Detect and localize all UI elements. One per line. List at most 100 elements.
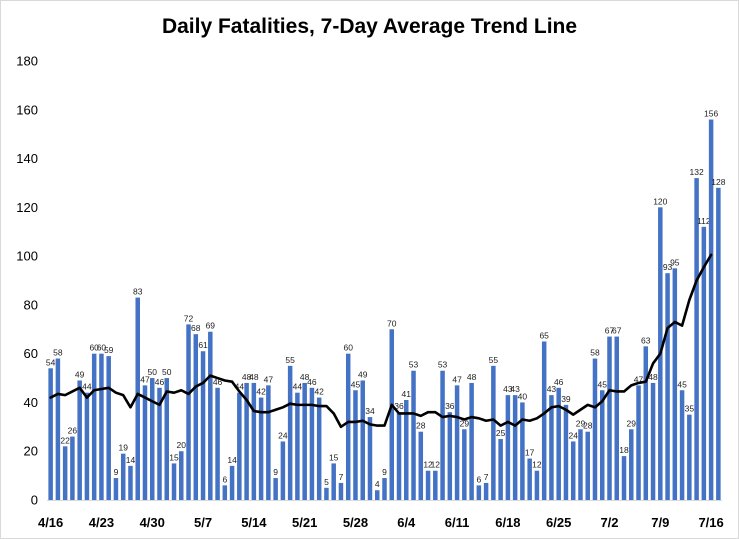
- bar-data-label: 29: [576, 418, 586, 428]
- y-tick-label: 60: [24, 346, 38, 361]
- bar-data-label: 47: [140, 374, 150, 384]
- bar: [462, 429, 467, 500]
- bar-data-label: 58: [53, 348, 63, 358]
- bar: [200, 351, 206, 500]
- bar: [708, 119, 714, 500]
- bar: [135, 297, 140, 500]
- bar-data-label: 43: [510, 384, 520, 394]
- bar-data-label: 120: [653, 196, 667, 206]
- bar: [440, 370, 445, 500]
- bar: [273, 478, 278, 500]
- bar-data-label: 14: [126, 455, 136, 465]
- bar: [650, 382, 656, 500]
- x-tick-label: 4/30: [140, 515, 165, 530]
- bar: [534, 470, 540, 500]
- bar: [425, 470, 431, 500]
- bar: [643, 346, 649, 500]
- bar-data-label: 6: [476, 474, 481, 484]
- bar: [179, 451, 184, 500]
- bar: [338, 482, 344, 500]
- bar-data-label: 93: [663, 262, 673, 272]
- bar-data-label: 49: [358, 369, 368, 379]
- bar: [251, 382, 257, 500]
- bar: [491, 365, 496, 500]
- bar: [70, 436, 75, 500]
- bar-data-label: 61: [198, 340, 208, 350]
- bar: [694, 178, 699, 500]
- bar-data-label: 60: [89, 343, 99, 353]
- x-tick-label: 5/28: [343, 515, 368, 530]
- bar-data-label: 15: [169, 452, 179, 462]
- bar-data-label: 46: [213, 377, 223, 387]
- bar: [418, 431, 424, 500]
- x-tick-label: 6/25: [546, 515, 571, 530]
- bar: [193, 334, 199, 500]
- bar-data-label: 43: [503, 384, 513, 394]
- bar: [266, 385, 271, 500]
- bar: [374, 490, 380, 500]
- bar-data-label: 48: [648, 372, 658, 382]
- bar: [411, 370, 416, 500]
- bar: [186, 324, 191, 500]
- bar: [636, 385, 641, 500]
- bar-data-label: 44: [293, 382, 303, 392]
- bar-data-label: 47: [452, 374, 462, 384]
- bar-data-label: 42: [256, 387, 266, 397]
- bar-data-label: 59: [104, 345, 114, 355]
- y-tick-label: 40: [24, 395, 38, 410]
- bar: [607, 336, 612, 500]
- x-tick-label: 4/23: [89, 515, 114, 530]
- bar: [389, 329, 395, 500]
- bar: [527, 458, 532, 500]
- bar: [120, 453, 126, 500]
- x-tick-label: 6/4: [397, 515, 416, 530]
- bar: [447, 412, 453, 500]
- bar: [454, 385, 460, 500]
- bar-data-label: 95: [670, 257, 680, 267]
- bar-data-label: 65: [539, 330, 549, 340]
- bar-data-label: 49: [75, 369, 85, 379]
- bar: [570, 441, 576, 500]
- bar: [556, 387, 561, 500]
- bar-data-label: 9: [273, 467, 278, 477]
- bar: [149, 378, 155, 500]
- bar: [396, 412, 402, 500]
- bar: [77, 380, 82, 500]
- bar: [215, 387, 220, 500]
- bar: [244, 382, 249, 500]
- bar-data-label: 44: [82, 382, 92, 392]
- bar-data-label: 45: [351, 379, 361, 389]
- bar: [302, 382, 307, 500]
- bar: [309, 387, 315, 500]
- bar: [469, 382, 474, 500]
- y-tick-label: 140: [16, 151, 38, 166]
- bar-data-label: 42: [314, 387, 324, 397]
- bar: [222, 485, 228, 500]
- bar-data-label: 9: [114, 467, 119, 477]
- bar: [549, 395, 554, 500]
- bar-data-label: 46: [155, 377, 165, 387]
- bar-data-label: 29: [460, 418, 470, 428]
- bar: [91, 353, 97, 500]
- bar: [353, 390, 358, 500]
- bar-data-label: 6: [222, 474, 227, 484]
- bar-data-label: 40: [518, 391, 528, 401]
- bar: [433, 470, 438, 500]
- bar: [360, 380, 365, 500]
- bar-data-label: 128: [711, 177, 725, 187]
- bar: [99, 353, 104, 500]
- bar-data-label: 39: [561, 394, 571, 404]
- bar-data-label: 47: [264, 374, 274, 384]
- bar: [629, 429, 634, 500]
- bar-data-label: 22: [60, 435, 70, 445]
- bar: [367, 417, 373, 500]
- bar-data-label: 67: [612, 326, 622, 336]
- bar-data-label: 24: [278, 430, 288, 440]
- bar: [316, 397, 322, 500]
- bar-data-label: 17: [525, 448, 535, 458]
- bar-data-label: 9: [382, 467, 387, 477]
- bar: [48, 368, 53, 500]
- bar: [113, 478, 119, 500]
- bar-data-label: 63: [641, 335, 651, 345]
